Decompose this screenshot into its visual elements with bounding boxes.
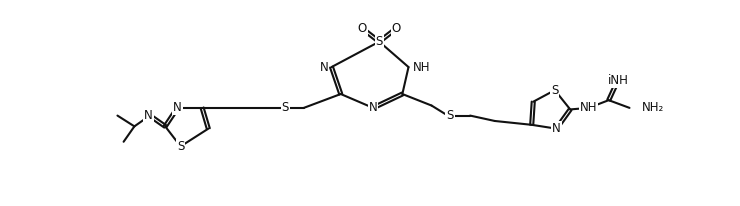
Text: S: S [177,140,184,153]
Text: N: N [552,122,561,135]
Text: O: O [391,22,401,35]
Text: NH: NH [580,101,597,114]
Text: iNH: iNH [608,74,628,87]
Text: N: N [144,109,152,122]
Text: N: N [173,101,182,114]
Text: S: S [282,101,289,114]
Text: NH: NH [413,61,431,74]
Text: NH₂: NH₂ [642,101,664,114]
Text: N: N [369,101,377,114]
Text: O: O [357,22,367,35]
Text: N: N [320,61,329,74]
Text: S: S [376,35,383,48]
Text: S: S [446,109,454,122]
Text: S: S [551,84,559,97]
